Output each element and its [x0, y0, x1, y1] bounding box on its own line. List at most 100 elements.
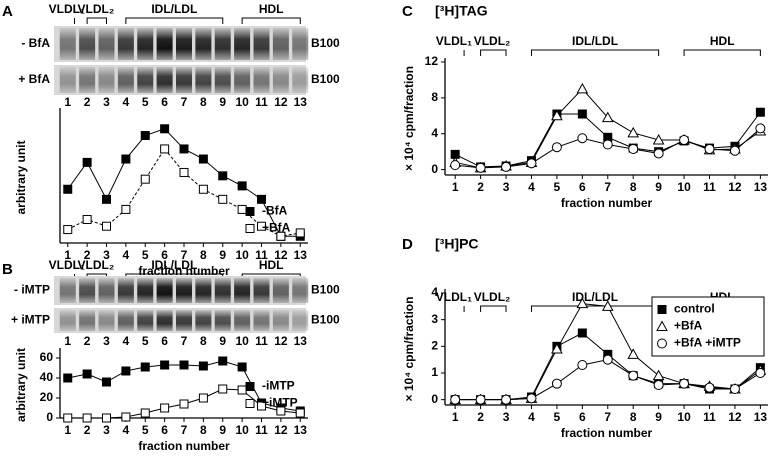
- x-tick-label: 2: [477, 180, 484, 194]
- x-tick-label: 5: [554, 180, 561, 194]
- gel-row-label: + BfA: [18, 72, 50, 86]
- marker: [82, 369, 92, 379]
- marker: [653, 380, 664, 390]
- marker: [179, 360, 189, 370]
- lane-number: 3: [103, 95, 110, 109]
- marker: [257, 401, 266, 411]
- gel-lane: [292, 67, 309, 93]
- marker: [652, 369, 665, 381]
- panel-label: D: [402, 236, 413, 253]
- marker: [160, 124, 170, 134]
- gel-lane: [176, 278, 192, 303]
- group-bracket: [480, 305, 507, 312]
- fraction-group: IDL/LDL: [151, 2, 197, 16]
- gel-row-label: - BfA: [21, 36, 50, 50]
- marker: [755, 368, 766, 378]
- lane-number: 7: [181, 334, 188, 348]
- x-tick-label: 1: [452, 180, 459, 194]
- lane-number: 2: [84, 95, 91, 109]
- y-tick-label: 60: [40, 350, 54, 364]
- gel-lane: [79, 28, 96, 60]
- marker: [160, 144, 170, 154]
- legend: control +BfA +BfA +iMTP: [651, 296, 765, 357]
- marker: [577, 109, 587, 119]
- marker: [704, 382, 715, 393]
- gel-lane: [156, 310, 173, 331]
- marker: [257, 194, 266, 204]
- fraction-group: HDL: [259, 2, 284, 16]
- group-bracket: [683, 49, 761, 56]
- marker: [295, 228, 305, 238]
- fraction-group: VLDL₁: [436, 290, 472, 304]
- marker: [729, 145, 740, 156]
- legend-label: +BfA: [674, 319, 703, 333]
- x-tick-label: 11: [703, 180, 716, 194]
- x-tick-label: 6: [161, 248, 168, 262]
- x-tick-label: 12: [728, 180, 742, 194]
- marker: [602, 354, 613, 365]
- gel-lane: [59, 28, 76, 60]
- gel-lane: [137, 278, 154, 303]
- x-tick-label: 13: [294, 423, 308, 437]
- x-tick-label: 5: [554, 410, 561, 424]
- x-tick-label: 9: [655, 410, 662, 424]
- x-axis-label: fraction number: [138, 439, 230, 453]
- lane-number: 11: [255, 334, 268, 348]
- x-tick-label: 10: [677, 410, 691, 424]
- gel-lane: [214, 28, 231, 60]
- y-tick-label: 1: [431, 365, 438, 379]
- series-line: [455, 88, 761, 169]
- group-bracket: [125, 17, 224, 24]
- y-tick-label: 12: [425, 54, 439, 68]
- x-tick-label: 1: [64, 423, 71, 437]
- x-tick-label: 2: [477, 410, 484, 424]
- gel-lane: [117, 67, 134, 93]
- legend-label: -iMTP: [262, 379, 295, 393]
- lane-number: 1: [64, 95, 71, 109]
- legend-marker: [657, 338, 667, 349]
- marker: [450, 394, 461, 405]
- marker: [179, 167, 189, 177]
- legend-label: +BfA: [262, 221, 291, 235]
- legend-label: -BfA: [262, 204, 288, 218]
- gel-lane: [117, 310, 134, 331]
- marker: [121, 366, 131, 376]
- y-tick-label: 2: [431, 339, 438, 353]
- panel-label: B: [2, 261, 13, 278]
- marker: [160, 403, 170, 413]
- x-tick-label: 7: [604, 410, 611, 424]
- marker: [218, 171, 228, 181]
- gel-lane: [79, 67, 96, 93]
- marker: [627, 126, 640, 138]
- marker: [450, 160, 461, 171]
- marker: [218, 194, 228, 204]
- marker: [551, 378, 562, 389]
- fraction-group: VLDL₁: [49, 258, 85, 272]
- marker: [551, 109, 563, 121]
- gel-lane: [137, 310, 154, 331]
- y-tick-label: 8: [431, 90, 438, 104]
- marker: [237, 181, 247, 191]
- x-tick-label: 11: [255, 423, 268, 437]
- gel-lane: [292, 28, 309, 60]
- x-tick-label: 6: [579, 180, 586, 194]
- gel-lane: [59, 67, 76, 93]
- y-axis-label: × 10⁴ cpm/fraction: [402, 66, 416, 171]
- marker: [102, 194, 111, 204]
- x-tick-label: 13: [754, 410, 768, 424]
- gel-lane: [98, 310, 115, 331]
- gel-lane: [117, 278, 134, 303]
- y-tick-label: 20: [40, 390, 54, 404]
- marker: [121, 154, 131, 164]
- x-tick-label: 5: [142, 248, 149, 262]
- x-tick-label: 6: [161, 423, 168, 437]
- fraction-group: VLDL₁: [49, 2, 85, 16]
- marker: [63, 373, 73, 383]
- marker: [82, 214, 92, 224]
- marker: [237, 362, 247, 372]
- marker: [679, 378, 690, 389]
- x-axis-label: fraction number: [138, 264, 230, 278]
- x-tick-label: 12: [274, 423, 288, 437]
- gel-lane: [79, 278, 96, 303]
- x-tick-label: 6: [579, 410, 586, 424]
